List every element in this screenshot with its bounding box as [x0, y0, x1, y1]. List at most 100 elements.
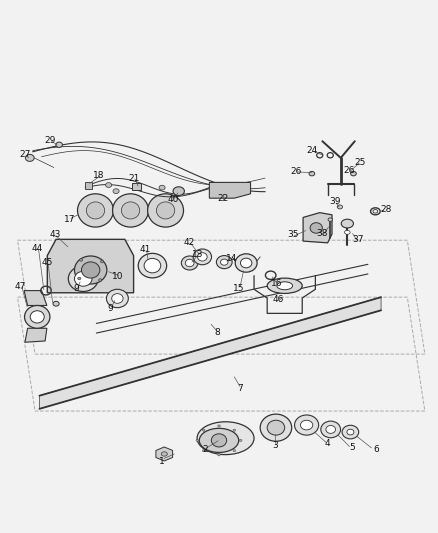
Ellipse shape [328, 218, 332, 221]
Ellipse shape [53, 301, 59, 306]
Ellipse shape [74, 256, 107, 284]
Ellipse shape [294, 415, 318, 435]
Ellipse shape [86, 202, 105, 219]
Ellipse shape [220, 259, 228, 265]
Text: 7: 7 [237, 384, 243, 393]
Ellipse shape [113, 194, 148, 227]
Text: 9: 9 [107, 304, 113, 313]
Polygon shape [209, 182, 251, 198]
Text: 16: 16 [271, 279, 283, 288]
Ellipse shape [112, 294, 123, 303]
Polygon shape [303, 213, 332, 243]
Text: 39: 39 [330, 197, 341, 206]
Ellipse shape [80, 259, 83, 261]
Text: 13: 13 [192, 250, 204, 259]
Ellipse shape [233, 429, 236, 431]
Ellipse shape [202, 449, 205, 451]
Text: 43: 43 [49, 230, 60, 239]
Ellipse shape [185, 259, 194, 266]
Ellipse shape [138, 253, 166, 278]
Ellipse shape [30, 311, 44, 323]
Ellipse shape [181, 256, 198, 270]
Ellipse shape [233, 449, 236, 451]
Ellipse shape [173, 187, 184, 196]
Ellipse shape [216, 255, 232, 269]
Text: 44: 44 [32, 244, 43, 253]
Text: 37: 37 [353, 235, 364, 244]
Ellipse shape [341, 219, 353, 228]
Text: 18: 18 [93, 171, 104, 180]
Text: 35: 35 [287, 230, 298, 239]
Text: 8: 8 [214, 328, 220, 337]
Ellipse shape [218, 454, 220, 456]
Ellipse shape [106, 183, 112, 188]
Ellipse shape [300, 420, 313, 430]
Text: 26: 26 [343, 166, 354, 175]
Text: 22: 22 [217, 193, 228, 203]
Ellipse shape [218, 425, 220, 427]
Text: 3: 3 [272, 441, 278, 450]
Polygon shape [85, 182, 92, 189]
Ellipse shape [156, 202, 175, 219]
Ellipse shape [101, 260, 104, 263]
Ellipse shape [197, 422, 254, 455]
Text: 45: 45 [42, 259, 53, 268]
Ellipse shape [310, 223, 322, 233]
Text: 47: 47 [15, 282, 26, 290]
Text: 17: 17 [64, 215, 75, 224]
Ellipse shape [342, 425, 359, 439]
Ellipse shape [74, 271, 92, 286]
Ellipse shape [309, 172, 314, 176]
Text: 6: 6 [373, 445, 379, 454]
Ellipse shape [267, 420, 285, 435]
Ellipse shape [99, 279, 102, 281]
Ellipse shape [113, 189, 119, 193]
Ellipse shape [25, 305, 50, 328]
Text: 5: 5 [350, 443, 356, 453]
Ellipse shape [199, 429, 239, 453]
Text: 27: 27 [20, 150, 31, 159]
Polygon shape [25, 328, 47, 342]
Ellipse shape [161, 452, 167, 456]
Ellipse shape [81, 262, 100, 278]
Ellipse shape [144, 259, 161, 273]
Ellipse shape [198, 253, 207, 261]
Ellipse shape [106, 289, 128, 308]
Ellipse shape [121, 202, 140, 219]
Text: 14: 14 [226, 254, 237, 263]
Ellipse shape [235, 254, 257, 272]
Polygon shape [156, 447, 173, 461]
Ellipse shape [211, 434, 227, 447]
Ellipse shape [25, 155, 34, 161]
Ellipse shape [321, 421, 341, 438]
Polygon shape [39, 297, 381, 409]
Text: 9: 9 [74, 284, 80, 293]
Text: 26: 26 [290, 166, 302, 175]
Ellipse shape [78, 277, 81, 280]
Text: 24: 24 [306, 146, 318, 155]
Polygon shape [47, 239, 134, 293]
Ellipse shape [337, 205, 343, 209]
Ellipse shape [239, 439, 242, 441]
Ellipse shape [202, 429, 205, 431]
Ellipse shape [350, 172, 356, 176]
Polygon shape [24, 290, 47, 305]
Text: 15: 15 [233, 284, 244, 293]
Ellipse shape [159, 185, 165, 190]
Text: 25: 25 [354, 158, 366, 167]
Ellipse shape [148, 194, 184, 227]
Ellipse shape [260, 414, 292, 441]
Text: 1: 1 [159, 457, 165, 466]
Text: 41: 41 [140, 245, 151, 254]
Ellipse shape [56, 142, 62, 147]
Ellipse shape [68, 266, 98, 292]
Text: 10: 10 [112, 272, 123, 281]
Ellipse shape [326, 425, 336, 433]
Text: 40: 40 [167, 195, 179, 204]
Ellipse shape [196, 439, 199, 441]
Text: 21: 21 [128, 174, 139, 182]
Ellipse shape [267, 278, 302, 294]
Polygon shape [132, 183, 141, 190]
Ellipse shape [277, 282, 293, 290]
Ellipse shape [344, 230, 350, 235]
